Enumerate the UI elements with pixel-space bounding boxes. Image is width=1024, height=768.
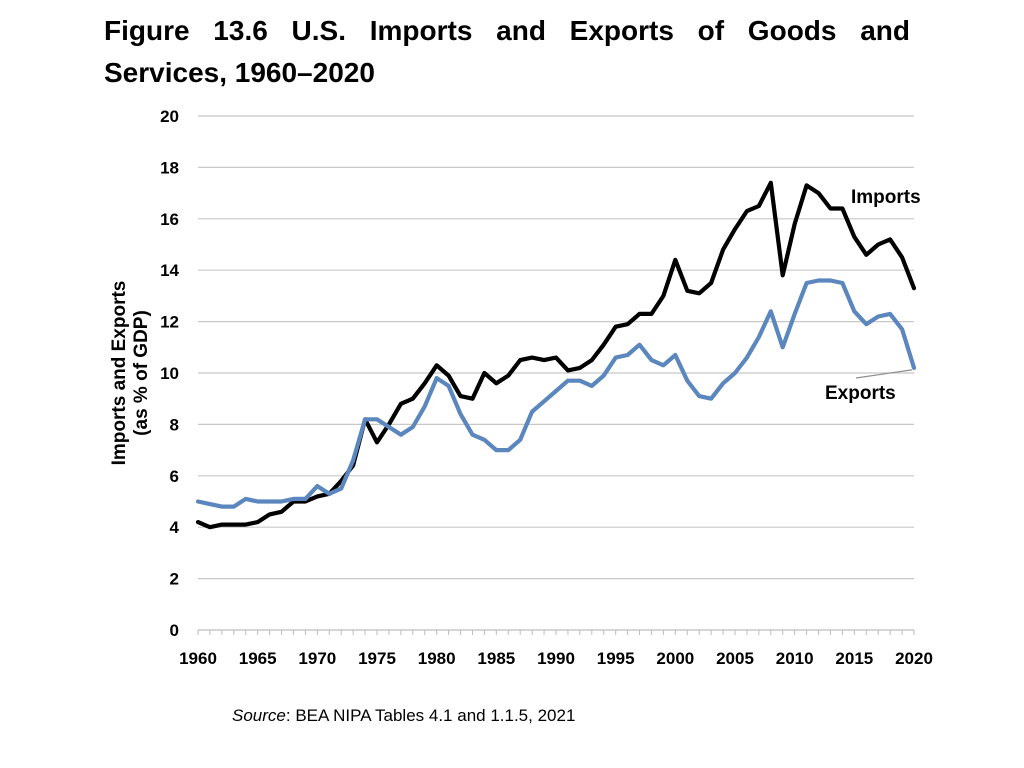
y-tick-label: 0 bbox=[170, 621, 179, 640]
y-axis-title-line: (as % of GDP) bbox=[131, 310, 152, 436]
source-note: Source: BEA NIPA Tables 4.1 and 1.1.5, 2… bbox=[232, 706, 575, 726]
y-tick-label: 12 bbox=[160, 313, 179, 332]
series-line-imports bbox=[195, 180, 917, 530]
x-tick-label: 2015 bbox=[835, 649, 873, 668]
y-axis-title: Imports and Exports(as % of GDP) bbox=[109, 281, 152, 466]
y-tick-label: 4 bbox=[170, 518, 180, 537]
y-tick-label: 8 bbox=[170, 415, 179, 434]
series-lines bbox=[195, 180, 917, 530]
tick-labels: 0 2 4 6 8 10 12 14 16 18 20 1960 1965 1970 1975 1980 198… bbox=[160, 107, 933, 668]
x-tick-label: 1975 bbox=[358, 649, 396, 668]
y-tick-label: 10 bbox=[160, 364, 179, 383]
exports-leader-line bbox=[855, 369, 913, 379]
y-tick-label: 16 bbox=[160, 210, 179, 229]
y-tick-label: 14 bbox=[160, 261, 179, 280]
x-tick-label: 2020 bbox=[895, 649, 933, 668]
x-tick-label: 1995 bbox=[597, 649, 635, 668]
x-tick-label: 1980 bbox=[418, 649, 456, 668]
x-tick-label: 1985 bbox=[477, 649, 515, 668]
y-tick-label: 6 bbox=[170, 467, 179, 486]
series-label-imports: Imports bbox=[851, 187, 921, 208]
y-tick-label: 20 bbox=[160, 107, 179, 126]
series-label-exports: Exports bbox=[825, 383, 896, 404]
x-tick-label: 2010 bbox=[776, 649, 814, 668]
source-label: Source bbox=[232, 706, 286, 725]
y-tick-label: 2 bbox=[170, 570, 179, 589]
source-text: : BEA NIPA Tables 4.1 and 1.1.5, 2021 bbox=[285, 706, 576, 725]
gridlines bbox=[197, 115, 915, 635]
figure-title: Figure 13.6 U.S. Imports and Exports of … bbox=[104, 15, 910, 88]
x-tick-label: 1965 bbox=[239, 649, 277, 668]
x-tick-label: 2000 bbox=[656, 649, 694, 668]
x-tick-label: 1970 bbox=[298, 649, 336, 668]
x-tick-label: 1960 bbox=[179, 649, 217, 668]
y-axis-title-line: Imports and Exports bbox=[109, 281, 130, 466]
series-line-exports bbox=[195, 278, 917, 509]
x-tick-label: 2005 bbox=[716, 649, 754, 668]
y-axis-title-text: Imports and Exports(as % of GDP) bbox=[109, 281, 152, 466]
x-tick-label: 1990 bbox=[537, 649, 575, 668]
y-tick-label: 18 bbox=[160, 158, 179, 177]
series-labels: Imports Exports bbox=[825, 187, 921, 404]
